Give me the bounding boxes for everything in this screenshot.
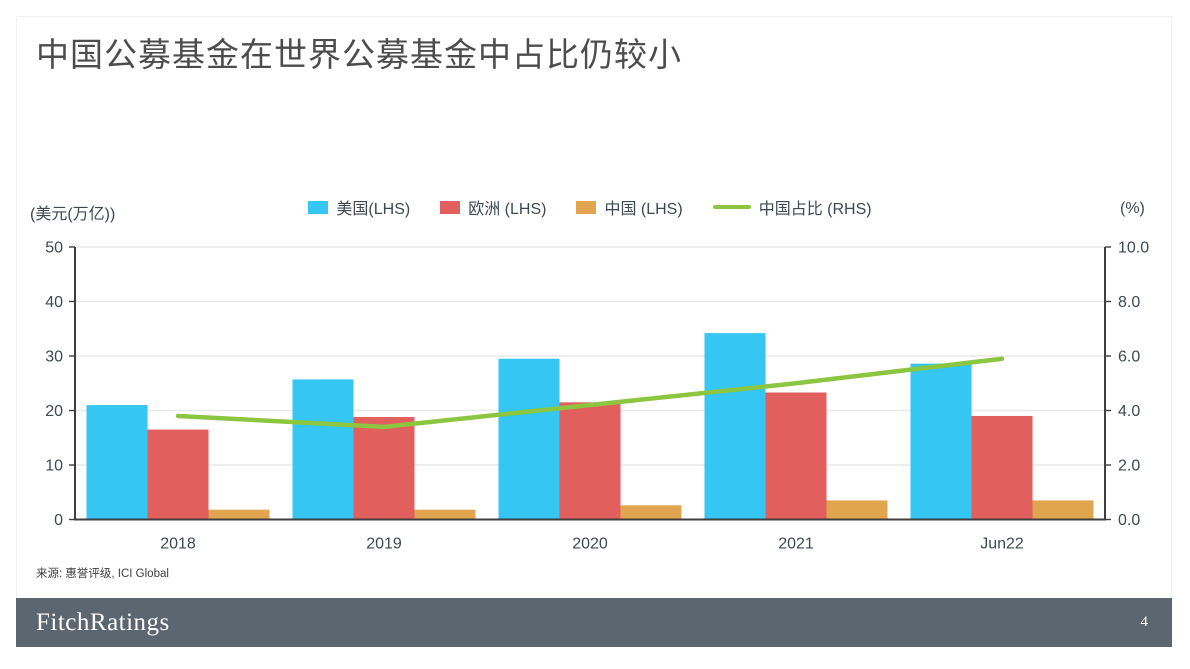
source-note: 来源: 惠誉评级, ICI Global xyxy=(36,568,169,580)
legend-line-marker xyxy=(712,205,751,209)
legend-item-us: 美国(LHS) xyxy=(308,195,410,219)
legend-label-china-share: 中国占比 (RHS) xyxy=(758,201,872,218)
left-axis-unit-label: (美元(万亿)) xyxy=(30,206,116,223)
legend-label-us: 美国(LHS) xyxy=(336,201,411,218)
legend-swatch xyxy=(308,200,329,214)
page-title: 中国公募基金在世界公募基金中占比仍较小 xyxy=(36,38,682,74)
legend-swatch xyxy=(440,200,461,214)
legend-label-europe: 欧洲 (LHS) xyxy=(468,201,547,218)
legend-item-europe: 欧洲 (LHS) xyxy=(440,195,546,219)
legend-label-china: 中国 (LHS) xyxy=(604,201,683,218)
chart-legend: 美国(LHS) 欧洲 (LHS) 中国 (LHS) 中国占比 (RHS) xyxy=(75,196,1105,218)
fitch-ratings-logo: FitchRatings xyxy=(36,608,170,636)
page-number: 4 xyxy=(1140,614,1149,630)
right-axis-unit-label: (%) xyxy=(1120,200,1145,217)
footer-bar: FitchRatings 4 xyxy=(16,598,1172,647)
legend-item-china-share: 中国占比 (RHS) xyxy=(712,195,872,219)
legend-swatch xyxy=(576,200,597,214)
legend-item-china: 中国 (LHS) xyxy=(576,195,683,219)
chart-card xyxy=(16,16,1172,598)
